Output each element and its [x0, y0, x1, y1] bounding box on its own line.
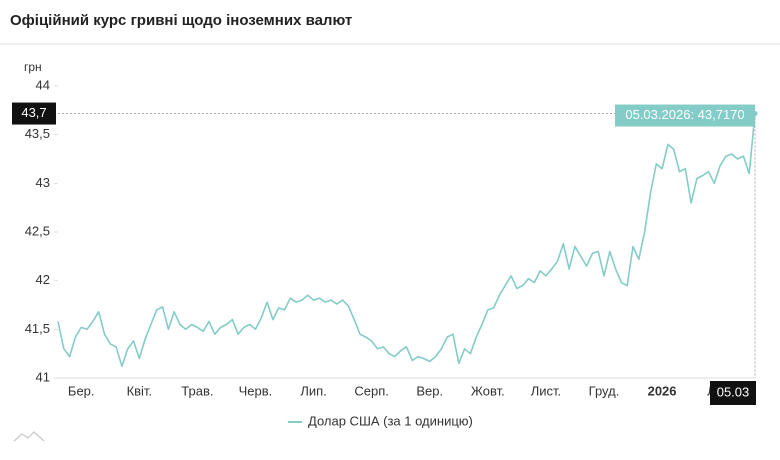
y-tick-label: 44 [36, 77, 50, 92]
line-series [57, 113, 756, 368]
x-tick-label: Лист. [531, 383, 561, 398]
x-crosshair-box [710, 381, 756, 405]
x-tick-label: Вер. [416, 383, 443, 398]
tooltip-text: 05.03.2026: 43,7170 [625, 107, 744, 122]
x-tick-label: Жовт. [471, 383, 505, 398]
y-tick-label: 42,5 [25, 223, 50, 238]
chart-title: Офіційний курс гривні щодо іноземних вал… [10, 12, 352, 29]
x-tick-label: Черв. [239, 383, 273, 398]
legend-label: Долар США (за 1 одиницю) [308, 413, 473, 428]
x-tick-label: Серп. [354, 383, 389, 398]
logo [13, 431, 45, 442]
x-tick-label: Лип. [300, 383, 326, 398]
y-tick-label: 43 [36, 175, 50, 190]
y-tick-label: 43,5 [25, 126, 50, 141]
x-tick-label: Трав. [181, 383, 213, 398]
x-tick-label: 2026 [648, 383, 677, 398]
tooltip-box [615, 104, 755, 127]
y-tick-label: 41 [36, 369, 50, 384]
y-tick-label: 42 [36, 272, 50, 287]
x-tick-label: Квіт. [127, 383, 153, 398]
y-crosshair-box [12, 102, 56, 125]
y-tick-label: 41,5 [25, 321, 50, 336]
y-crosshair-label: 43,7 [21, 105, 46, 120]
x-tick-label: Бер. [68, 383, 95, 398]
x-crosshair-label: 05.03 [717, 384, 750, 399]
y-axis-label: грн [24, 60, 42, 74]
x-tick-label: Груд. [589, 383, 620, 398]
